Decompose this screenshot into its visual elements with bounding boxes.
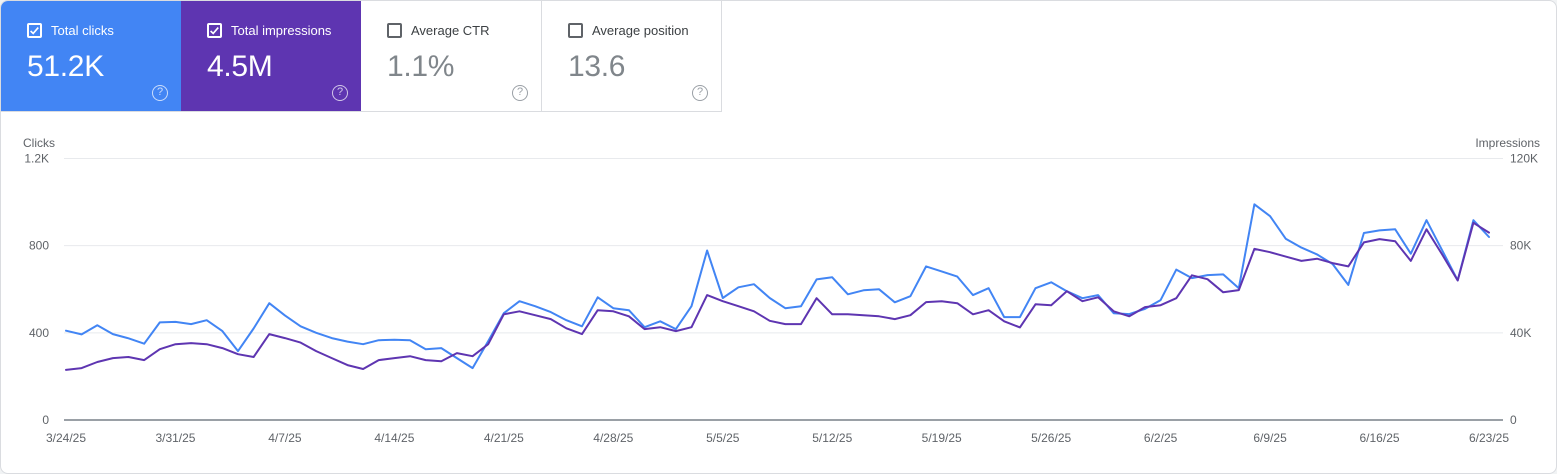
right-axis-tick: 40K <box>1510 326 1531 340</box>
card-header: Average position <box>568 23 707 38</box>
x-tick-label: 4/7/25 <box>268 431 302 445</box>
card-header: Average CTR <box>387 23 527 38</box>
x-tick-label: 4/21/25 <box>484 431 524 445</box>
average-position-checkbox[interactable] <box>568 23 583 38</box>
metric-cards-row: Total clicks 51.2K ? Total impressions 4… <box>1 1 722 112</box>
help-icon[interactable]: ? <box>692 85 708 101</box>
clicks-line[interactable] <box>65 203 1490 370</box>
total-impressions-checkbox[interactable] <box>207 23 222 38</box>
total-impressions-value: 4.5M <box>207 50 273 83</box>
card-header: Total clicks <box>27 23 167 38</box>
help-icon[interactable]: ? <box>152 85 168 101</box>
left-axis-tick: 400 <box>29 326 49 340</box>
right-axis-tick: 0 <box>1510 413 1517 427</box>
x-tick-label: 3/24/25 <box>46 431 86 445</box>
x-tick-label: 5/19/25 <box>922 431 962 445</box>
x-tick-label: 5/26/25 <box>1031 431 1071 445</box>
x-tick-label: 6/23/25 <box>1469 431 1509 445</box>
metric-card-total-clicks[interactable]: Total clicks 51.2K ? <box>1 1 181 111</box>
left-axis-tick: 1.2K <box>24 152 49 166</box>
card-header: Total impressions <box>207 23 347 38</box>
average-ctr-value: 1.1% <box>387 50 455 83</box>
total-clicks-value: 51.2K <box>27 50 104 83</box>
x-tick-label: 4/28/25 <box>593 431 633 445</box>
total-clicks-checkbox[interactable] <box>27 23 42 38</box>
metric-card-total-impressions[interactable]: Total impressions 4.5M ? <box>181 1 361 111</box>
total-impressions-label: Total impressions <box>231 23 332 38</box>
total-clicks-label: Total clicks <box>51 23 114 38</box>
help-icon[interactable]: ? <box>512 85 528 101</box>
x-tick-label: 6/9/25 <box>1253 431 1287 445</box>
metric-card-average-ctr[interactable]: Average CTR 1.1% ? <box>361 1 541 111</box>
average-ctr-checkbox[interactable] <box>387 23 402 38</box>
right-axis-tick: 120K <box>1510 152 1538 166</box>
right-axis-title: Impressions <box>1475 136 1540 150</box>
average-position-value: 13.6 <box>568 50 626 83</box>
x-tick-label: 6/16/25 <box>1360 431 1400 445</box>
x-tick-label: 6/2/25 <box>1144 431 1178 445</box>
metric-card-average-position[interactable]: Average position 13.6 ? <box>541 1 721 111</box>
average-ctr-label: Average CTR <box>411 23 490 38</box>
x-tick-label: 4/14/25 <box>374 431 414 445</box>
left-axis-title: Clicks <box>23 136 55 150</box>
impressions-line[interactable] <box>65 221 1490 371</box>
help-icon[interactable]: ? <box>332 85 348 101</box>
x-tick-label: 5/5/25 <box>706 431 740 445</box>
x-tick-label: 3/31/25 <box>155 431 195 445</box>
x-tick-label: 5/12/25 <box>812 431 852 445</box>
left-axis-tick: 0 <box>42 413 49 427</box>
average-position-label: Average position <box>592 23 689 38</box>
left-axis-tick: 800 <box>29 239 49 253</box>
right-axis-tick: 80K <box>1510 239 1531 253</box>
